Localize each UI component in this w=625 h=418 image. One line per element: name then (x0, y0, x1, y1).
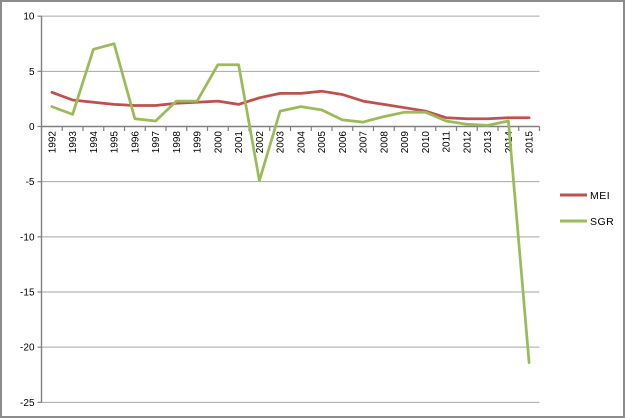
x-tick-label: 2013 (483, 131, 494, 154)
y-tick-label: 5 (29, 67, 35, 78)
y-tick-label: 10 (23, 12, 35, 23)
x-tick-label: 1997 (151, 131, 162, 154)
x-tick-label: 1995 (110, 131, 121, 154)
x-tick-label: 1996 (130, 131, 141, 154)
y-tick-label: -10 (20, 232, 35, 243)
y-tick-label: -25 (20, 398, 35, 409)
x-tick-label: 2007 (359, 131, 370, 154)
legend-item-mei: MEI (560, 190, 610, 202)
x-tick-label: 2004 (296, 131, 307, 154)
series-lines (50, 42, 531, 364)
x-tick-label: 2012 (462, 131, 473, 154)
x-tick-label: 1994 (89, 131, 100, 154)
x-tick-label: 2008 (379, 131, 390, 154)
x-tick-label: 2002 (255, 131, 266, 154)
x-tick-label: 2000 (213, 131, 224, 154)
x-tick-label: 1999 (193, 131, 204, 154)
sgr-series-line (50, 42, 531, 364)
x-tick-label: 2011 (442, 131, 453, 153)
mei-series-line (50, 89, 531, 121)
mei-legend-label: MEI (590, 190, 610, 202)
sgr-legend-label: SGR (590, 216, 614, 228)
x-tick-label: 2005 (317, 131, 328, 154)
x-tick-label: 2006 (338, 131, 349, 154)
y-tick-label: 0 (29, 122, 35, 133)
y-axis-labels: 10 5 0 -5 -10 -15 -20 -25 (20, 12, 35, 409)
y-axis (37, 15, 43, 403)
y-tick-label: -5 (26, 177, 35, 188)
x-axis-labels: 1992 1993 1994 1995 1996 1997 1998 1999 2000 2001… (47, 131, 535, 154)
x-tick-label: 1998 (172, 131, 183, 154)
y-tick-label: -15 (20, 288, 35, 299)
x-tick-label: 2009 (400, 131, 411, 154)
x-tick-label: 2003 (276, 131, 287, 154)
legend-item-sgr: SGR (560, 216, 614, 228)
x-tick-label: 2015 (525, 131, 536, 154)
x-tick-label: 1992 (47, 131, 58, 154)
y-tick-label: -20 (20, 343, 35, 354)
x-tick-label: 2010 (421, 131, 432, 154)
x-axis (40, 125, 541, 131)
legend: MEI SGR (560, 190, 614, 228)
gridlines (41, 15, 540, 403)
x-tick-label: 2001 (234, 131, 245, 154)
x-tick-label: 1993 (68, 131, 79, 154)
